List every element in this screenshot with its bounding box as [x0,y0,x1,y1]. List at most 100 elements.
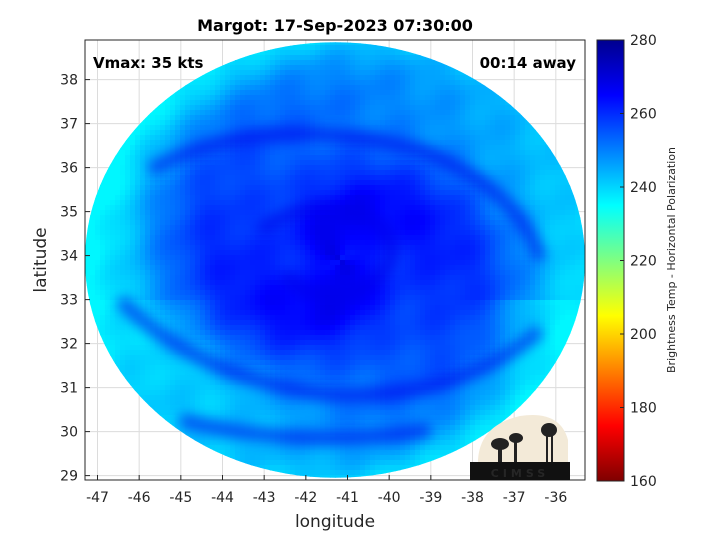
field-cell [405,255,411,261]
field-cell [355,155,361,161]
field-cell [360,240,366,246]
field-cell [160,200,166,206]
field-cell [140,240,146,246]
field-cell [365,225,371,231]
field-cell [200,205,206,211]
field-cell [340,280,346,286]
field-cell [205,300,211,306]
field-cell [445,80,451,86]
field-cell [280,165,286,171]
field-cell [535,305,541,311]
field-cell [410,210,416,216]
field-cell [425,115,431,121]
field-cell [175,285,181,291]
field-cell [170,270,176,276]
field-cell [250,280,256,286]
field-cell [440,80,446,86]
field-cell [380,85,386,91]
field-cell [445,185,451,191]
field-cell [420,310,426,316]
field-cell [515,150,521,156]
field-cell [255,150,261,156]
field-cell [410,125,416,131]
field-cell [385,220,391,226]
field-cell [480,155,486,161]
field-cell [100,180,106,186]
field-cell [145,150,151,156]
field-cell [180,110,186,116]
field-cell [465,275,471,281]
field-cell [380,75,386,81]
field-cell [420,135,426,141]
field-cell [110,320,116,326]
field-cell [195,180,201,186]
field-cell [335,270,341,276]
field-cell [520,285,526,291]
field-cell [185,85,191,91]
field-cell [185,165,191,171]
field-cell [135,250,141,256]
field-cell [520,175,526,181]
field-cell [335,95,341,101]
field-cell [440,175,446,181]
field-cell [565,270,571,276]
field-cell [545,225,551,231]
field-cell [390,215,396,221]
field-cell [540,190,546,196]
field-cell [275,160,281,166]
field-cell [500,235,506,241]
field-cell [350,165,356,171]
field-cell [205,130,211,136]
field-cell [280,95,286,101]
field-cell [195,135,201,141]
field-cell [515,110,521,116]
field-cell [360,160,366,166]
field-cell [210,235,216,241]
field-cell [520,275,526,281]
field-cell [410,275,416,281]
field-cell [325,110,331,116]
field-cell [540,210,546,216]
field-cell [355,90,361,96]
field-cell [100,325,106,331]
field-cell [440,260,446,266]
field-cell [210,170,216,176]
field-cell [460,235,466,241]
field-cell [380,180,386,186]
field-cell [160,145,166,151]
field-cell [505,180,511,186]
field-cell [395,70,401,76]
field-cell [480,210,486,216]
field-cell [100,270,106,276]
field-cell [465,315,471,321]
field-cell [260,70,266,76]
field-cell [550,245,556,251]
field-cell [265,280,271,286]
field-cell [285,205,291,211]
field-cell [235,240,241,246]
field-cell [560,270,566,276]
field-cell [380,100,386,106]
field-cell [245,295,251,301]
field-cell [245,125,251,131]
field-cell [425,190,431,196]
field-cell [475,110,481,116]
field-cell [285,90,291,96]
field-cell [385,70,391,76]
field-cell [230,305,236,311]
field-cell [320,320,326,326]
field-cell [475,305,481,311]
field-cell [265,285,271,291]
field-cell [355,185,361,191]
field-cell [270,200,276,206]
field-cell [130,235,136,241]
field-cell [250,215,256,221]
field-cell [320,260,326,266]
field-cell [525,280,531,286]
field-cell [515,320,521,326]
field-cell [170,185,176,191]
field-cell [455,230,461,236]
field-cell [380,165,386,171]
field-cell [90,210,96,216]
field-cell [485,95,491,101]
